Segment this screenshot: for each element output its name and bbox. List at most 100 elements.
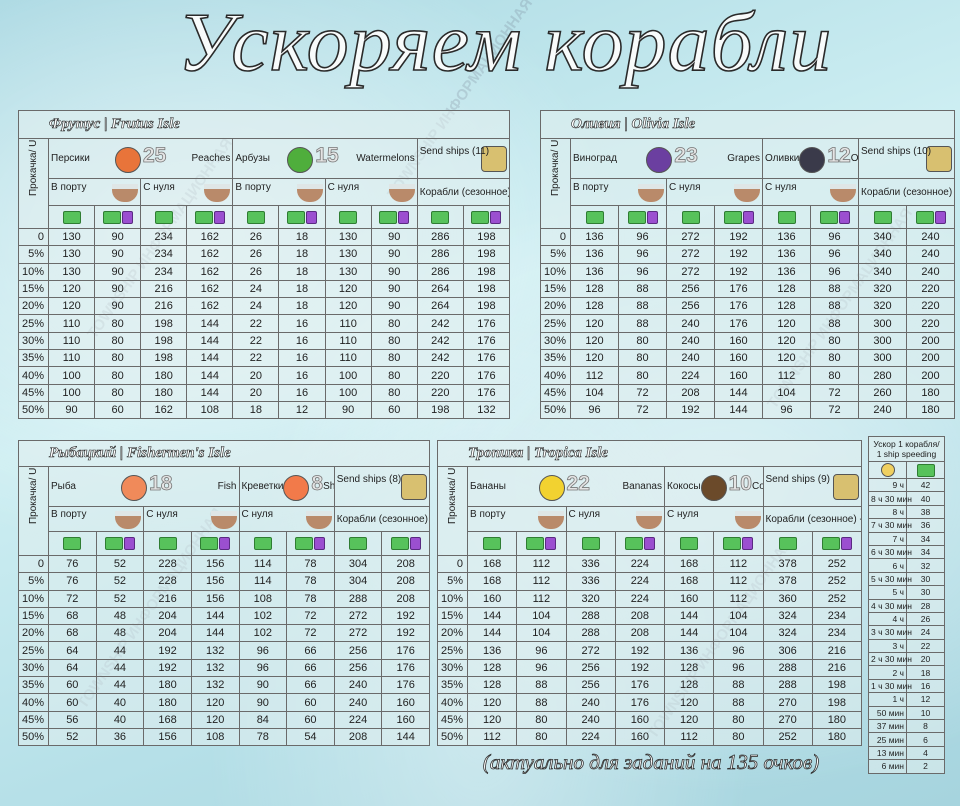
product-inner: Виноград 23 Grapes: [573, 144, 760, 173]
cell: 110: [324, 349, 372, 368]
cost-cell: 38: [906, 504, 945, 520]
cell: 112: [516, 589, 567, 608]
cell: 240: [666, 331, 715, 351]
data-row: 45% 100 80 180 144 20 16 100 80 220 176: [18, 383, 511, 402]
cell: 224: [666, 366, 715, 385]
tray-icon: [734, 184, 760, 202]
cell: 72: [810, 383, 859, 402]
cell: 324: [762, 606, 813, 626]
data-row: 5% 168 112 336 224 168 112 378 252: [437, 572, 863, 591]
cell: 208: [614, 624, 666, 643]
cell: 66: [286, 676, 335, 695]
cell: 128: [663, 658, 715, 678]
product-name-en: Peaches: [191, 152, 231, 164]
cell: 176: [462, 314, 511, 333]
cell: 90: [370, 279, 418, 299]
cell: 72: [286, 624, 335, 643]
cell: 286: [416, 227, 464, 247]
data-row: 15% 144 104 288 208 144 104 324 234: [437, 606, 863, 626]
row-label: 5%: [18, 572, 49, 591]
cell: 192: [614, 658, 666, 678]
money-icon: [246, 210, 265, 224]
row-label: 10%: [18, 589, 49, 608]
speedup-row: 6 ч 32: [868, 558, 945, 573]
currency-cell: [858, 205, 907, 229]
data-row: 0 168 112 336 224 168 112 378 252: [437, 554, 863, 574]
cell: 340: [858, 227, 907, 247]
currency-cell: [324, 205, 372, 229]
product-name-en: Fish: [217, 480, 237, 492]
cell: 176: [462, 349, 511, 368]
upgrade-label: Прокачка/ Upgrade: [28, 466, 39, 524]
cell: 224: [333, 710, 383, 729]
cell: 96: [618, 245, 667, 264]
data-row: 40% 112 80 224 160 112 80 280 200: [540, 366, 955, 385]
cell: 324: [762, 624, 813, 643]
data-row: 50% 96 72 192 144 96 72 240 180: [540, 400, 955, 420]
cell: 180: [140, 383, 188, 402]
cell: 240: [565, 693, 616, 712]
product-header: Креветки 8Shrimps: [238, 466, 335, 507]
cell: 132: [462, 400, 511, 420]
row-label: 30%: [437, 658, 468, 678]
money-icon: [102, 210, 121, 224]
cell: 288: [333, 589, 383, 608]
cell: 220: [906, 279, 955, 299]
table: Оливия | Olivia Isle Прокачка/ Upgrade Вин…: [540, 110, 955, 420]
currency-cell: [94, 205, 142, 229]
currency-cell: [565, 531, 616, 556]
row-label: 0: [437, 554, 468, 574]
column-label: С нуля: [327, 182, 360, 193]
cell: 88: [516, 676, 567, 695]
product-name-ru: Оливки: [765, 152, 800, 164]
cell: 90: [47, 400, 96, 420]
speedup-row: 6 мин 2: [868, 759, 945, 774]
money-icon: [915, 210, 934, 224]
cell: 120: [570, 314, 619, 333]
cell: 52: [95, 589, 145, 608]
cell: 96: [810, 262, 859, 281]
cell: 80: [618, 366, 667, 385]
product-name-en: Watermelons: [356, 152, 415, 164]
row-label: 25%: [18, 314, 49, 333]
cell: 272: [666, 262, 715, 281]
cell: 180: [906, 400, 955, 420]
money-icon: [200, 537, 219, 550]
row-label: 0: [18, 227, 49, 247]
currency-cell: [713, 531, 764, 556]
cell: 144: [190, 624, 240, 643]
cell: 176: [614, 693, 666, 712]
cell: 256: [333, 658, 383, 678]
product-icon-group: 10: [700, 472, 752, 501]
data-row: 0 76 52 228 156 114 78 304 208: [18, 554, 430, 574]
cell: 336: [565, 572, 616, 591]
cell: 176: [714, 297, 763, 316]
column-header: С нуля: [664, 506, 764, 532]
time-cell: 6 ч 30 мин: [868, 544, 912, 560]
column-header: В порту: [570, 178, 667, 206]
cell: 130: [47, 262, 96, 281]
product-row: Прокачка/ Upgrade Бананы 22 Bananas Кокосы 10…: [437, 466, 862, 556]
ships-header: Корабли (сезонное) - 8: [333, 506, 431, 532]
cell: 120: [190, 693, 240, 712]
tray-icon: [204, 184, 231, 202]
speedup-row: 3 ч 30 мин 24: [868, 625, 945, 640]
icon-row: [541, 205, 955, 229]
currency-cell: [186, 205, 234, 229]
cell: 280: [858, 366, 907, 385]
column-row: В порту С нуля С нуля Корабли (сезонное) - …: [19, 506, 431, 532]
cell: 120: [570, 349, 619, 368]
tray-icon: [537, 511, 564, 529]
currency-cell: [370, 205, 418, 229]
product-header: Арбузы 15 Watermelons: [232, 138, 418, 179]
cell: 120: [324, 297, 372, 316]
title-row: Ускор 1 корабля/ 1 ship speeding: [868, 436, 945, 462]
product-name-en: Olives: [850, 152, 859, 164]
money-icon: [390, 537, 409, 550]
cell: 114: [238, 554, 288, 574]
money-icon: [819, 210, 838, 224]
product-count: 22: [566, 472, 590, 496]
upgrade-header: Прокачка/ Upgrade: [540, 138, 571, 229]
data-row: 45% 120 80 240 160 120 80 270 180: [437, 710, 863, 729]
data-row: 40% 60 40 180 120 90 60 240 160: [18, 693, 430, 712]
